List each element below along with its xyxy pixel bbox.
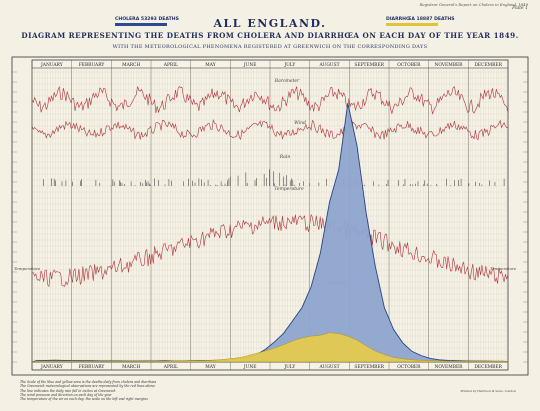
- month-label: FEBRUARY: [79, 63, 105, 68]
- legend-diarrhoea-swatch: [386, 23, 438, 26]
- month-label: MAY: [205, 63, 215, 68]
- diarrhoea-area: [31, 332, 509, 363]
- outer-frame: [11, 56, 529, 376]
- month-label-bottom: FEBRUARY: [79, 365, 105, 370]
- y-axis-label-right: Temperature: [490, 266, 517, 271]
- month-label-bottom: AUGUST: [318, 365, 339, 370]
- month-label-bottom: OCTOBER: [397, 365, 421, 370]
- footnote-line: The line indicates the daily rain fall i…: [20, 388, 116, 393]
- footnote-line: The Greenwich meteorological observation…: [20, 384, 156, 389]
- month-label-bottom: SEPTEMBER: [354, 365, 384, 370]
- header-note: Registrar General's Report on Cholera in…: [419, 2, 528, 7]
- month-label: DECEMBER: [474, 63, 502, 68]
- month-label-bottom: JULY: [283, 365, 295, 370]
- footnotes: The Scale of the blue and yellow area is…: [20, 380, 420, 401]
- panel-label: Rain: [279, 154, 291, 160]
- footnote-line: The wind pressure and direction on each …: [20, 392, 112, 397]
- legend-diarrhoea: DIARRHŒA 18887 DEATHS: [386, 17, 455, 26]
- month-label: AUGUST: [318, 63, 339, 68]
- y-axis-label-left: Temperature: [14, 266, 41, 271]
- month-label-bottom: NOVEMBER: [435, 365, 464, 370]
- month-label-bottom: MARCH: [122, 365, 140, 370]
- month-label-bottom: JUNE: [243, 365, 257, 370]
- month-label-bottom: APRIL: [163, 365, 178, 370]
- month-label-bottom: DECEMBER: [474, 365, 502, 370]
- temperature-line: [31, 213, 509, 288]
- footnote-line: The Scale of the blue and yellow area is…: [20, 380, 157, 384]
- month-label-bottom: MAY: [205, 365, 215, 370]
- barometer-line: [31, 86, 509, 115]
- legend-cholera-swatch: [115, 23, 167, 26]
- month-label-bottom: JANUARY: [40, 365, 63, 370]
- panel-label: Wind: [294, 120, 306, 126]
- panel-label: Temperature: [274, 186, 304, 192]
- month-label: MARCH: [122, 63, 140, 68]
- month-label: JANUARY: [40, 63, 63, 68]
- wind-line: [31, 118, 509, 141]
- month-label: SEPTEMBER: [354, 63, 384, 68]
- panel-label: Barometer: [274, 78, 300, 84]
- month-label: OCTOBER: [397, 63, 421, 68]
- month-label: JUNE: [243, 63, 257, 68]
- imprint: Printed by Harrison & Sons, London: [460, 389, 517, 393]
- legend-diarrhoea-label: DIARRHŒA 18887 DEATHS: [386, 17, 455, 22]
- page-number: Plate 1: [512, 6, 528, 11]
- footnote-line: The temperature of the air on each day: …: [20, 397, 148, 402]
- chart-subsubtitle: WITH THE METEOROLOGICAL PHENOMENA REGIST…: [112, 44, 428, 50]
- legend-cholera: CHOLERA 53293 DEATHS: [115, 17, 179, 26]
- cholera-area: [31, 103, 509, 363]
- legend-cholera-label: CHOLERA 53293 DEATHS: [115, 17, 179, 22]
- chart-title: ALL ENGLAND.: [213, 17, 327, 30]
- month-label: NOVEMBER: [435, 63, 464, 68]
- month-label: JULY: [283, 63, 295, 68]
- month-label: APRIL: [163, 63, 178, 68]
- chart-subtitle: DIAGRAM REPRESENTING THE DEATHS FROM CHO…: [21, 31, 519, 40]
